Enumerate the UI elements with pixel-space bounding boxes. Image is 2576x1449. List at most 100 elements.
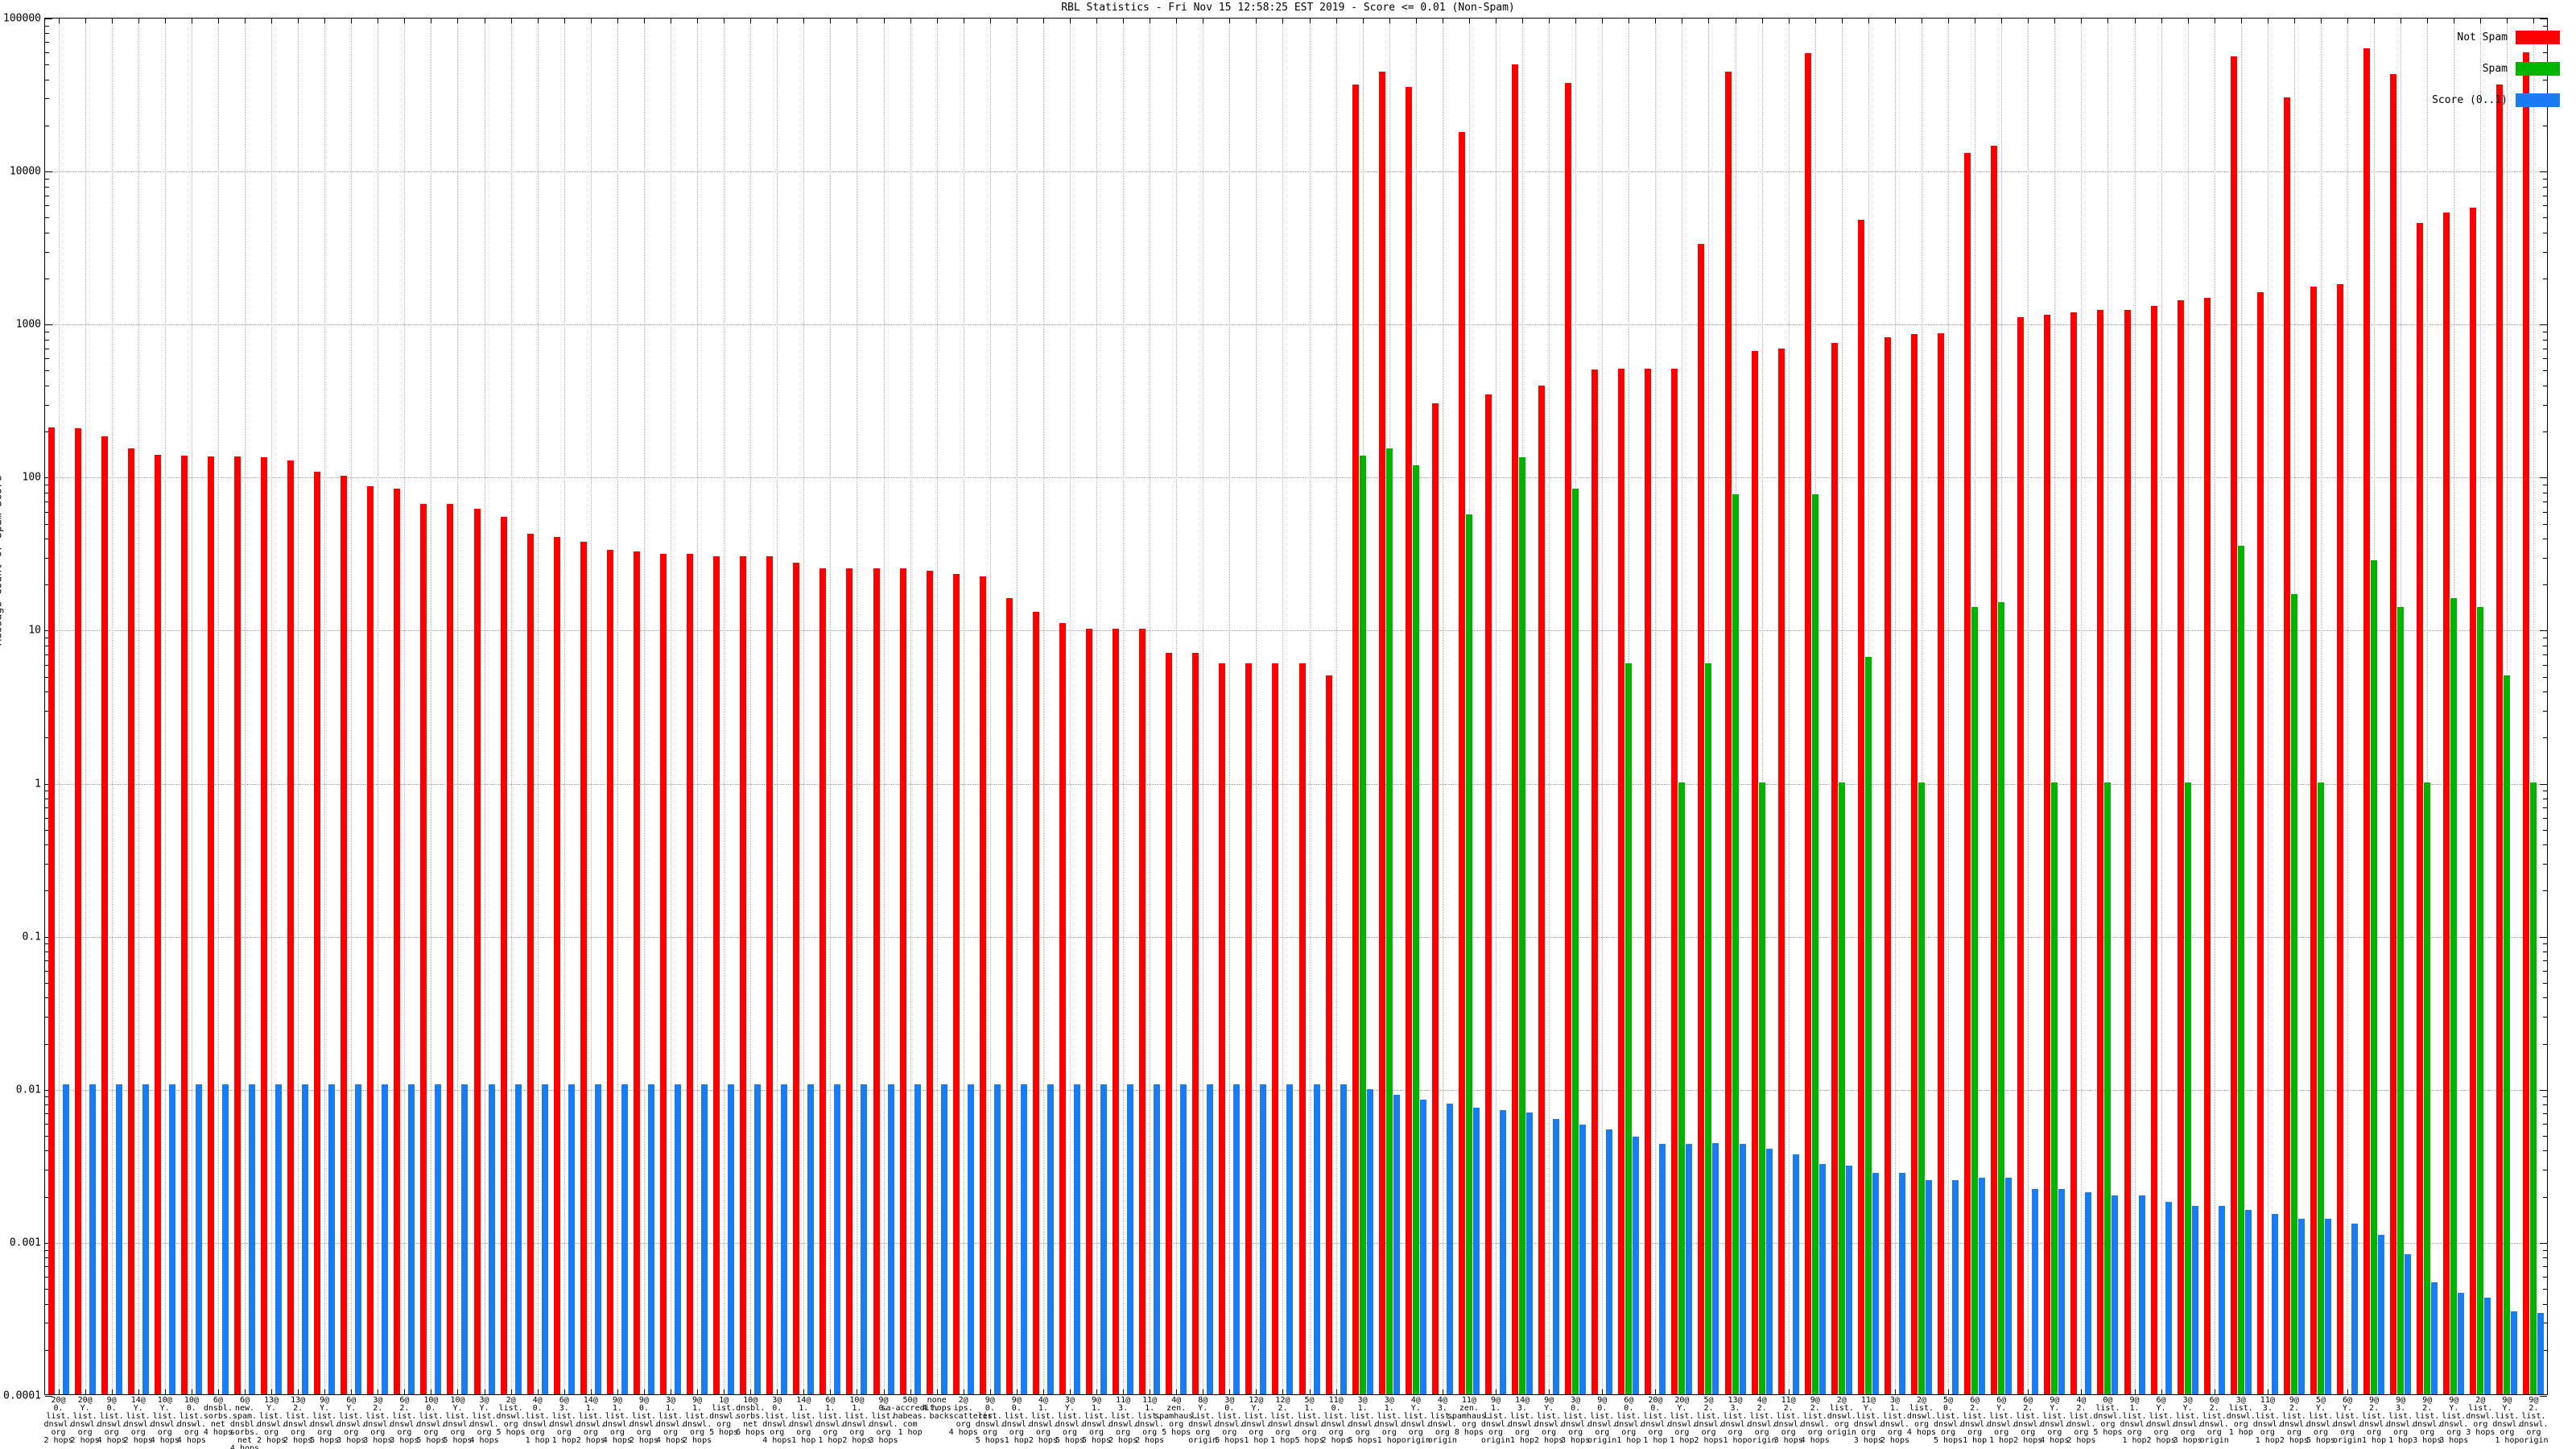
x-axis-bottom-tick — [2134, 1389, 2136, 1394]
x-axis-bottom-tick — [803, 1389, 805, 1394]
x-tick-label: 9@ 0. list. dnswl. org 1 hop — [1001, 1396, 1031, 1445]
bar-not-spam — [2017, 317, 2025, 1394]
bar-score — [1739, 1144, 1746, 1394]
bar-group: 20@ 0. list. dnswl. org 2 hops — [43, 19, 73, 1445]
x-tick-label: 20@ 0. list. dnswl. org 2 hops — [43, 1396, 73, 1445]
x-tick-label: 9@ Y. list. dnswl. org 2 hops — [1534, 1396, 1564, 1445]
y-axis-minor-tick — [2543, 737, 2547, 739]
bar-not-spam — [1857, 220, 1864, 1394]
bar-group: 6@ Y. list. dnswl. org 1 hop — [1987, 19, 2016, 1445]
x-axis-bottom-tick — [164, 1389, 166, 1394]
y-axis-minor-tick — [2543, 404, 2547, 406]
x-tick-label: 3@ 1. list. dnswl. org 2 hops — [1880, 1396, 1909, 1445]
x-axis-top-tick — [2240, 19, 2242, 23]
bar-group: 9@ Y. list. dnswl. org 1 hop — [2492, 19, 2521, 1445]
y-axis-minor-tick — [45, 829, 49, 831]
x-gridline — [910, 19, 911, 1394]
x-axis-bottom-tick — [750, 1389, 752, 1394]
x-gridline — [590, 19, 592, 1394]
x-tick-label: 9@ 2. list. dnswl. org origin — [2519, 1396, 2549, 1445]
x-tick-label: 9@ 0. list. dnswl. org 4 hops — [97, 1396, 126, 1445]
y-gridline — [45, 171, 2547, 173]
x-axis-top-tick — [2507, 19, 2508, 23]
bar-score — [1419, 1100, 1426, 1394]
y-axis-minor-tick — [2543, 358, 2547, 360]
bar-group: 50@ sa-accredit. habeas. com 1 hop — [881, 19, 939, 1437]
y-axis-minor-tick — [45, 1043, 49, 1045]
x-tick-label: 5@ 0. list. dnswl. org 5 hops — [1934, 1396, 1963, 1445]
bar-not-spam — [740, 555, 747, 1394]
x-tick-label: 9@ Y. list. dnswl. org 1 hop — [2492, 1396, 2522, 1445]
legend-label-not-spam: Not Spam — [2457, 31, 2508, 43]
bar-group: 20@ Y. list. dnswl. org 2 hops — [71, 19, 100, 1445]
x-gridline — [2134, 19, 2136, 1394]
x-axis-top-tick — [1256, 19, 1257, 23]
bar-score — [1233, 1084, 1241, 1394]
bar-not-spam — [1219, 663, 1226, 1394]
x-tick-label: 8@ Y. list. dnswl. org origin — [1188, 1396, 1218, 1445]
x-gridline — [324, 19, 326, 1394]
y-axis-tick — [2540, 1242, 2547, 1244]
x-tick-label: 14@ 1. list. dnswl. org 2 hops — [576, 1396, 605, 1445]
x-axis-top-tick — [457, 19, 459, 23]
x-tick-label: 6@ Y. list. dnswl. org 1 hop — [1987, 1396, 2017, 1445]
x-gridline — [217, 19, 219, 1394]
bar-group: 11@ Y. list. dnswl. org 3 hops — [1854, 19, 1883, 1445]
y-axis-label: Message Count or Spam Score — [0, 475, 5, 646]
x-gridline — [457, 19, 459, 1394]
x-tick-label: 6@ Y. list. dnswl. org 2 hops — [2146, 1396, 2176, 1445]
bar-group: 9@ 2. list. dnswl. org 1 hop — [2359, 19, 2388, 1445]
y-axis-minor-tick — [45, 557, 49, 559]
y-tick-label: 0.1 — [22, 931, 41, 943]
bar-score — [1446, 1104, 1453, 1394]
bar-score — [2085, 1191, 2092, 1394]
x-tick-label: 10@ 0. list. dnswl. org 5 hops — [416, 1396, 446, 1445]
y-axis-minor-tick — [2543, 1277, 2547, 1278]
x-tick-label: 4@ 2. list. dnswl. org 2 hops — [2066, 1396, 2096, 1445]
bar-spam — [2371, 560, 2378, 1394]
x-axis-top-tick — [564, 19, 565, 23]
bar-group: 6@ 1. list. dnswl. org 1 hop — [815, 19, 844, 1445]
bar-group: 9@ Y. list. dnswl. org 5 hops — [310, 19, 339, 1445]
bar-not-spam — [500, 517, 507, 1394]
y-axis-minor-tick — [45, 523, 49, 525]
x-axis-top-tick — [883, 19, 885, 23]
y-axis-tick — [2540, 171, 2547, 173]
x-gridline — [697, 19, 699, 1394]
bar-group: 5@ 2. list. dnswl. org 2 hops — [1694, 19, 1724, 1445]
bar-group: 3@ 1. list. dnswl. org 1 hop — [1375, 19, 1404, 1445]
x-gridline — [1761, 19, 1763, 1394]
bar-score — [142, 1084, 149, 1394]
x-axis-top-tick — [1309, 19, 1311, 23]
bar-score — [861, 1084, 868, 1394]
x-tick-label: 6@ 2. list. dnswl. org origin — [2199, 1396, 2229, 1445]
legend-label-score: Score (0..1) — [2432, 94, 2508, 106]
bar-score — [115, 1084, 122, 1394]
bar-not-spam — [926, 571, 933, 1394]
bar-group: 2@ list. dnswl. org 5 hops — [497, 19, 526, 1437]
y-axis-minor-tick — [45, 1196, 49, 1198]
x-axis-top-tick — [1415, 19, 1417, 23]
y-axis-minor-tick — [2543, 511, 2547, 513]
x-gridline — [643, 19, 645, 1394]
x-axis-bottom-tick — [1309, 1389, 1311, 1394]
bar-score — [2324, 1219, 2331, 1394]
y-axis-minor-tick — [2543, 1249, 2547, 1251]
bar-group: 2@ list. dnswl. org origin — [1827, 19, 1856, 1437]
x-gridline — [617, 19, 618, 1394]
x-axis-top-tick — [1602, 19, 1604, 23]
x-axis-top-tick — [510, 19, 512, 23]
x-axis-bottom-tick — [936, 1389, 938, 1394]
bar-score — [221, 1084, 229, 1394]
bar-score — [1046, 1084, 1054, 1394]
x-axis-top-tick — [617, 19, 618, 23]
y-axis-minor-tick — [45, 339, 49, 341]
bar-not-spam — [2097, 310, 2104, 1394]
x-gridline — [1096, 19, 1098, 1394]
x-axis-top-tick — [217, 19, 219, 23]
y-axis-minor-tick — [2543, 1150, 2547, 1152]
bar-not-spam — [1431, 402, 1439, 1394]
x-axis-top-tick — [537, 19, 539, 23]
bar-not-spam — [713, 555, 720, 1394]
x-axis-bottom-tick — [1069, 1389, 1071, 1394]
